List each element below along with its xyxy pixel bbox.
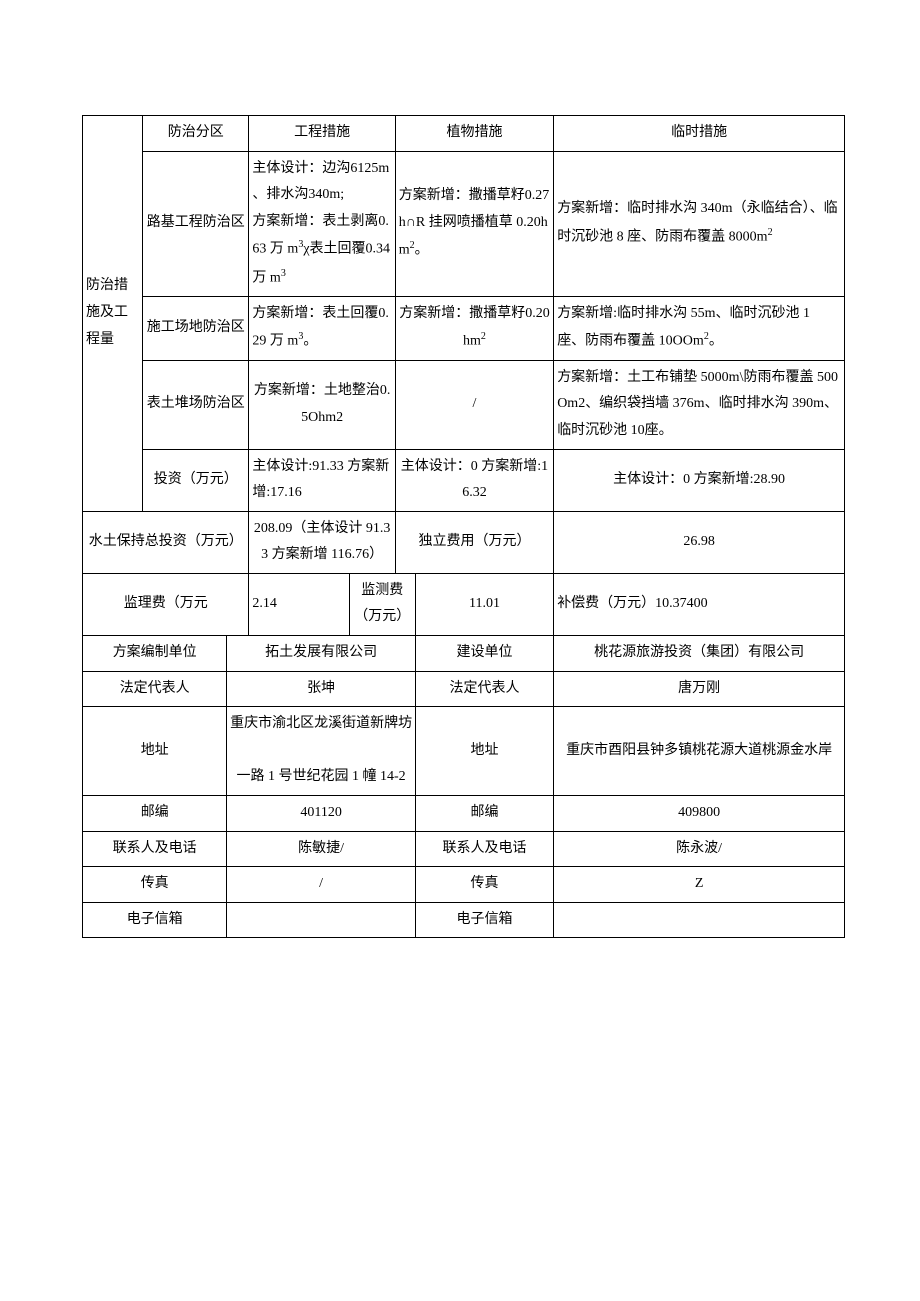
zone-name: 表土堆场防治区 (143, 360, 249, 449)
measures-row-label: 防治措施及工程量 (83, 116, 143, 512)
contact-r-value: 409800 (554, 796, 845, 832)
contact-l-label: 联系人及电话 (83, 831, 227, 867)
contact-row: 邮编 401120 邮编 409800 (83, 796, 845, 832)
col-plant: 植物措施 (395, 116, 553, 152)
contact-l-label: 地址 (83, 707, 227, 796)
invest-row: 投资（万元） 主体设计:91.33 方案新增:17.16 主体设计：0 方案新增… (83, 449, 845, 511)
contact-l-value: / (227, 867, 415, 903)
contact-r-value (554, 902, 845, 938)
contact-l-value: 陈敏捷/ (227, 831, 415, 867)
contact-l-label: 传真 (83, 867, 227, 903)
zone-name: 施工场地防治区 (143, 296, 249, 360)
contact-r-value: Z (554, 867, 845, 903)
contact-r-label: 法定代表人 (415, 671, 553, 707)
contact-r-label: 电子信箱 (415, 902, 553, 938)
zone-row: 施工场地防治区 方案新增：表土回覆0.29 万 m3。 方案新增：撒播草籽0.2… (83, 296, 845, 360)
contact-r-label: 邮编 (415, 796, 553, 832)
contact-r-label: 联系人及电话 (415, 831, 553, 867)
contact-row: 方案编制单位 拓土发展有限公司 建设单位 桃花源旅游投资（集团）有限公司 (83, 636, 845, 672)
supervise-label: 监理费（万元 (83, 573, 249, 635)
contact-r-label: 传真 (415, 867, 553, 903)
zone-eng: 方案新增：土地整治0.5Ohm2 (249, 360, 395, 449)
zone-temp: 方案新增:临时排水沟 55m、临时沉砂池 1 座、防雨布覆盖 10OOm2。 (554, 296, 845, 360)
zone-plant: 方案新增：撒播草籽0.27h∩R 挂网喷播植草 0.20hm2。 (395, 151, 553, 296)
zone-eng: 方案新增：表土回覆0.29 万 m3。 (249, 296, 395, 360)
contact-row: 联系人及电话 陈敏捷/ 联系人及电话 陈永波/ (83, 831, 845, 867)
page: 防治措施及工程量 防治分区 工程措施 植物措施 临时措施 路基工程防治区 主体设… (0, 0, 920, 938)
zone-row: 路基工程防治区 主体设计：边沟6125m 、排水沟340m;方案新增：表土剥离0… (83, 151, 845, 296)
zone-name: 路基工程防治区 (143, 151, 249, 296)
total-invest-label: 水土保持总投资（万元） (83, 511, 249, 573)
contact-r-value: 陈永波/ (554, 831, 845, 867)
contact-l-value (227, 902, 415, 938)
indep-fee-label: 独立费用（万元） (395, 511, 553, 573)
contact-l-label: 电子信箱 (83, 902, 227, 938)
contact-l-value: 拓土发展有限公司 (227, 636, 415, 672)
contact-row: 传真 / 传真 Z (83, 867, 845, 903)
contact-r-label: 地址 (415, 707, 553, 796)
contact-l-label: 邮编 (83, 796, 227, 832)
fees-row: 监理费（万元 2.14 监测费（万元） 11.01 补偿费（万元）10.3740… (83, 573, 845, 635)
contact-r-value: 唐万刚 (554, 671, 845, 707)
comp-combined: 补偿费（万元）10.37400 (554, 573, 845, 635)
contact-l-value: 重庆市渝北区龙溪街道新牌坊一路 1 号世纪花园 1 幢 14-2 (227, 707, 415, 796)
contact-row: 法定代表人 张坤 法定代表人 唐万刚 (83, 671, 845, 707)
monitor-label: 监测费（万元） (349, 573, 415, 635)
monitor-value: 11.01 (415, 573, 553, 635)
col-temp: 临时措施 (554, 116, 845, 152)
main-table: 防治措施及工程量 防治分区 工程措施 植物措施 临时措施 路基工程防治区 主体设… (82, 115, 845, 938)
zone-plant: 方案新增：撒播草籽0.20hm2 (395, 296, 553, 360)
zone-eng: 主体设计：边沟6125m 、排水沟340m;方案新增：表土剥离0.63 万 m3… (249, 151, 395, 296)
contact-l-label: 方案编制单位 (83, 636, 227, 672)
contact-l-label: 法定代表人 (83, 671, 227, 707)
contact-r-value: 重庆市酉阳县钟多镇桃花源大道桃源金水岸 (554, 707, 845, 796)
invest-plant: 主体设计：0 方案新增:16.32 (395, 449, 553, 511)
zone-temp: 方案新增：土工布铺垫 5000m\防雨布覆盖 500Om2、编织袋挡墙 376m… (554, 360, 845, 449)
total-invest-value: 208.09（主体设计 91.33 方案新增 116.76） (249, 511, 395, 573)
zone-temp: 方案新增：临时排水沟 340m（永临结合）、临时沉砂池 8 座、防雨布覆盖 80… (554, 151, 845, 296)
invest-label: 投资（万元） (143, 449, 249, 511)
contact-r-label: 建设单位 (415, 636, 553, 672)
zone-plant: / (395, 360, 553, 449)
indep-fee-value: 26.98 (554, 511, 845, 573)
header-row: 防治措施及工程量 防治分区 工程措施 植物措施 临时措施 (83, 116, 845, 152)
col-zone: 防治分区 (143, 116, 249, 152)
invest-eng: 主体设计:91.33 方案新增:17.16 (249, 449, 395, 511)
contact-row: 电子信箱 电子信箱 (83, 902, 845, 938)
zone-row: 表土堆场防治区 方案新增：土地整治0.5Ohm2 / 方案新增：土工布铺垫 50… (83, 360, 845, 449)
contact-l-value: 张坤 (227, 671, 415, 707)
contact-row: 地址 重庆市渝北区龙溪街道新牌坊一路 1 号世纪花园 1 幢 14-2 地址 重… (83, 707, 845, 796)
contact-l-value: 401120 (227, 796, 415, 832)
invest-temp: 主体设计：0 方案新增:28.90 (554, 449, 845, 511)
col-eng: 工程措施 (249, 116, 395, 152)
contact-r-value: 桃花源旅游投资（集团）有限公司 (554, 636, 845, 672)
supervise-value: 2.14 (249, 573, 349, 635)
total-invest-row: 水土保持总投资（万元） 208.09（主体设计 91.33 方案新增 116.7… (83, 511, 845, 573)
